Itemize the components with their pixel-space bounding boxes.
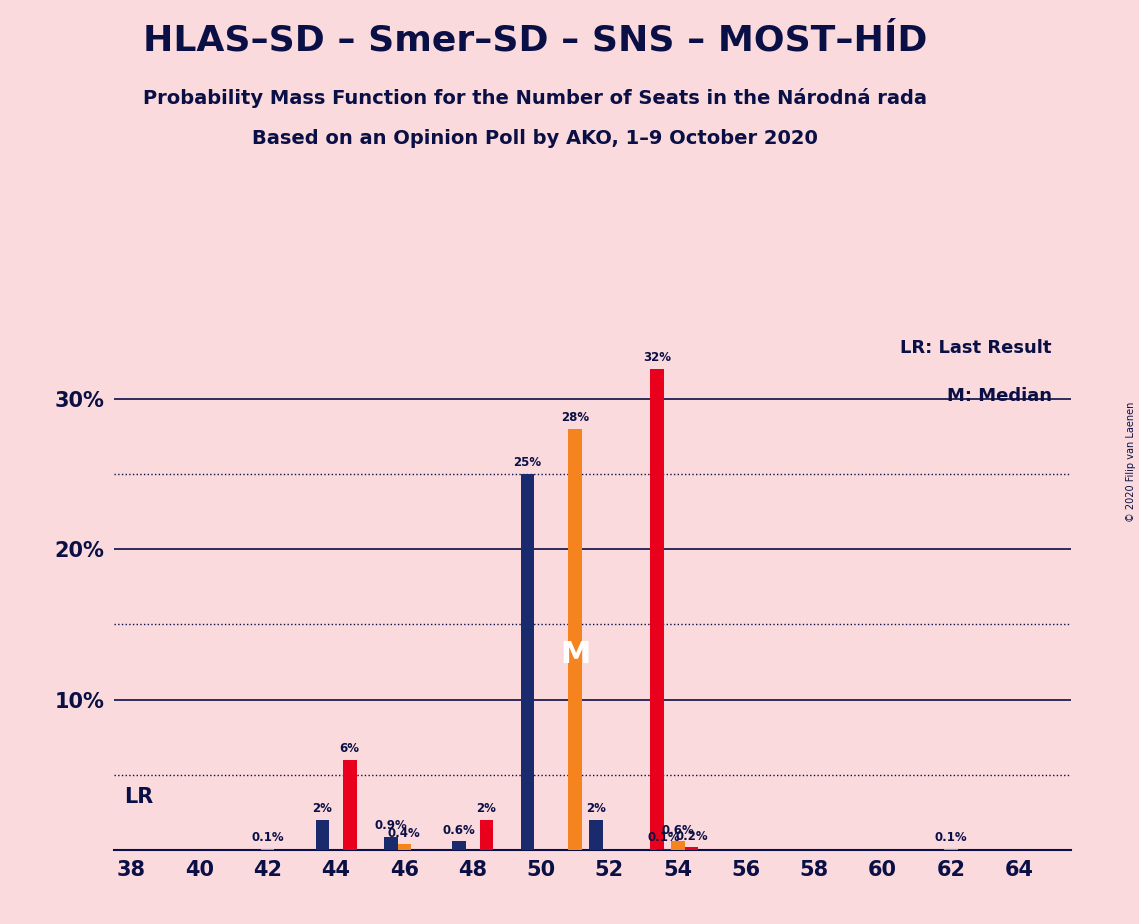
Bar	[452, 841, 466, 850]
Text: 6%: 6%	[339, 742, 360, 755]
Bar	[650, 369, 664, 850]
Text: 0.4%: 0.4%	[388, 827, 420, 840]
Text: 2%: 2%	[312, 802, 333, 816]
Text: 2%: 2%	[476, 802, 497, 816]
Text: M: Median: M: Median	[947, 386, 1051, 405]
Bar	[384, 836, 398, 850]
Text: © 2020 Filip van Laenen: © 2020 Filip van Laenen	[1125, 402, 1136, 522]
Text: 0.9%: 0.9%	[375, 819, 407, 832]
Text: 0.6%: 0.6%	[443, 823, 475, 836]
Bar	[316, 820, 329, 850]
Bar	[944, 848, 958, 850]
Text: 0.6%: 0.6%	[662, 823, 694, 836]
Text: 32%: 32%	[644, 351, 671, 364]
Text: 25%: 25%	[514, 456, 541, 469]
Bar	[685, 847, 698, 850]
Bar	[343, 760, 357, 850]
Bar	[657, 848, 671, 850]
Text: 0.1%: 0.1%	[935, 831, 967, 844]
Bar	[568, 429, 582, 850]
Text: 28%: 28%	[562, 411, 589, 424]
Text: 2%: 2%	[585, 802, 606, 816]
Bar	[589, 820, 603, 850]
Text: LR: LR	[124, 787, 154, 808]
Text: Based on an Opinion Poll by AKO, 1–9 October 2020: Based on an Opinion Poll by AKO, 1–9 Oct…	[253, 129, 818, 149]
Text: 0.2%: 0.2%	[675, 830, 707, 843]
Bar	[398, 844, 411, 850]
Bar	[261, 848, 274, 850]
Text: LR: Last Result: LR: Last Result	[900, 339, 1051, 358]
Bar	[671, 841, 685, 850]
Text: Probability Mass Function for the Number of Seats in the Národná rada: Probability Mass Function for the Number…	[144, 88, 927, 108]
Text: M: M	[560, 640, 590, 669]
Text: HLAS–SD – Smer–SD – SNS – MOST–HÍD: HLAS–SD – Smer–SD – SNS – MOST–HÍD	[144, 23, 927, 57]
Bar	[521, 474, 534, 850]
Text: 0.1%: 0.1%	[648, 831, 680, 844]
Bar	[480, 820, 493, 850]
Text: 0.1%: 0.1%	[252, 831, 284, 844]
